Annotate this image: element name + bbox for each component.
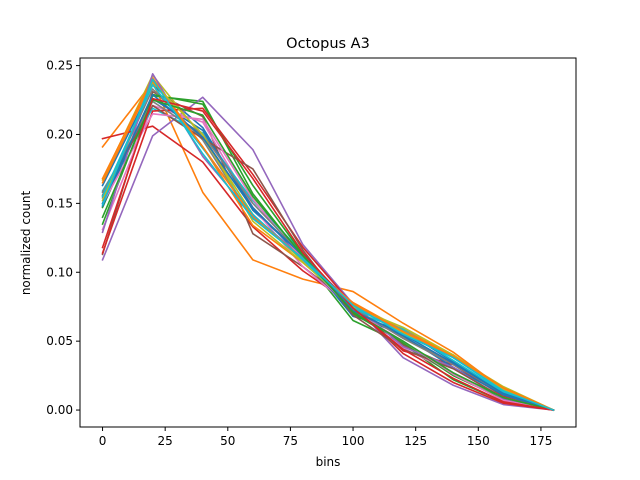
y-tick-label: 0.05 <box>46 334 73 348</box>
series-line-25 <box>101 78 555 412</box>
x-tick-label: 0 <box>99 434 107 448</box>
chart-title: Octopus A3 <box>286 36 370 52</box>
x-tick-label: 100 <box>342 434 365 448</box>
y-tick-label: 0.00 <box>46 403 73 417</box>
series-line-14 <box>101 107 555 411</box>
series-line-24 <box>101 97 555 411</box>
series-line-23 <box>101 99 555 412</box>
x-axis: 0 25 50 75 100 125 150 175 <box>99 427 552 448</box>
y-tick-label: 0.20 <box>46 127 73 141</box>
x-tick-label: 175 <box>529 434 552 448</box>
x-axis-label: bins <box>316 455 341 469</box>
plot-frame <box>79 57 577 428</box>
x-tick-label: 50 <box>220 434 235 448</box>
y-tick-label: 0.15 <box>46 196 73 210</box>
x-tick-label: 125 <box>404 434 427 448</box>
y-tick-label: 0.25 <box>46 59 73 73</box>
x-tick-label: 25 <box>158 434 173 448</box>
series-layer <box>101 73 555 412</box>
x-tick-label: 150 <box>467 434 490 448</box>
x-tick-label: 75 <box>283 434 298 448</box>
y-axis: 0.00 0.05 0.10 0.15 0.20 0.25 <box>46 59 80 417</box>
y-tick-label: 0.10 <box>46 265 73 279</box>
y-axis-label: normalized count <box>19 191 33 296</box>
